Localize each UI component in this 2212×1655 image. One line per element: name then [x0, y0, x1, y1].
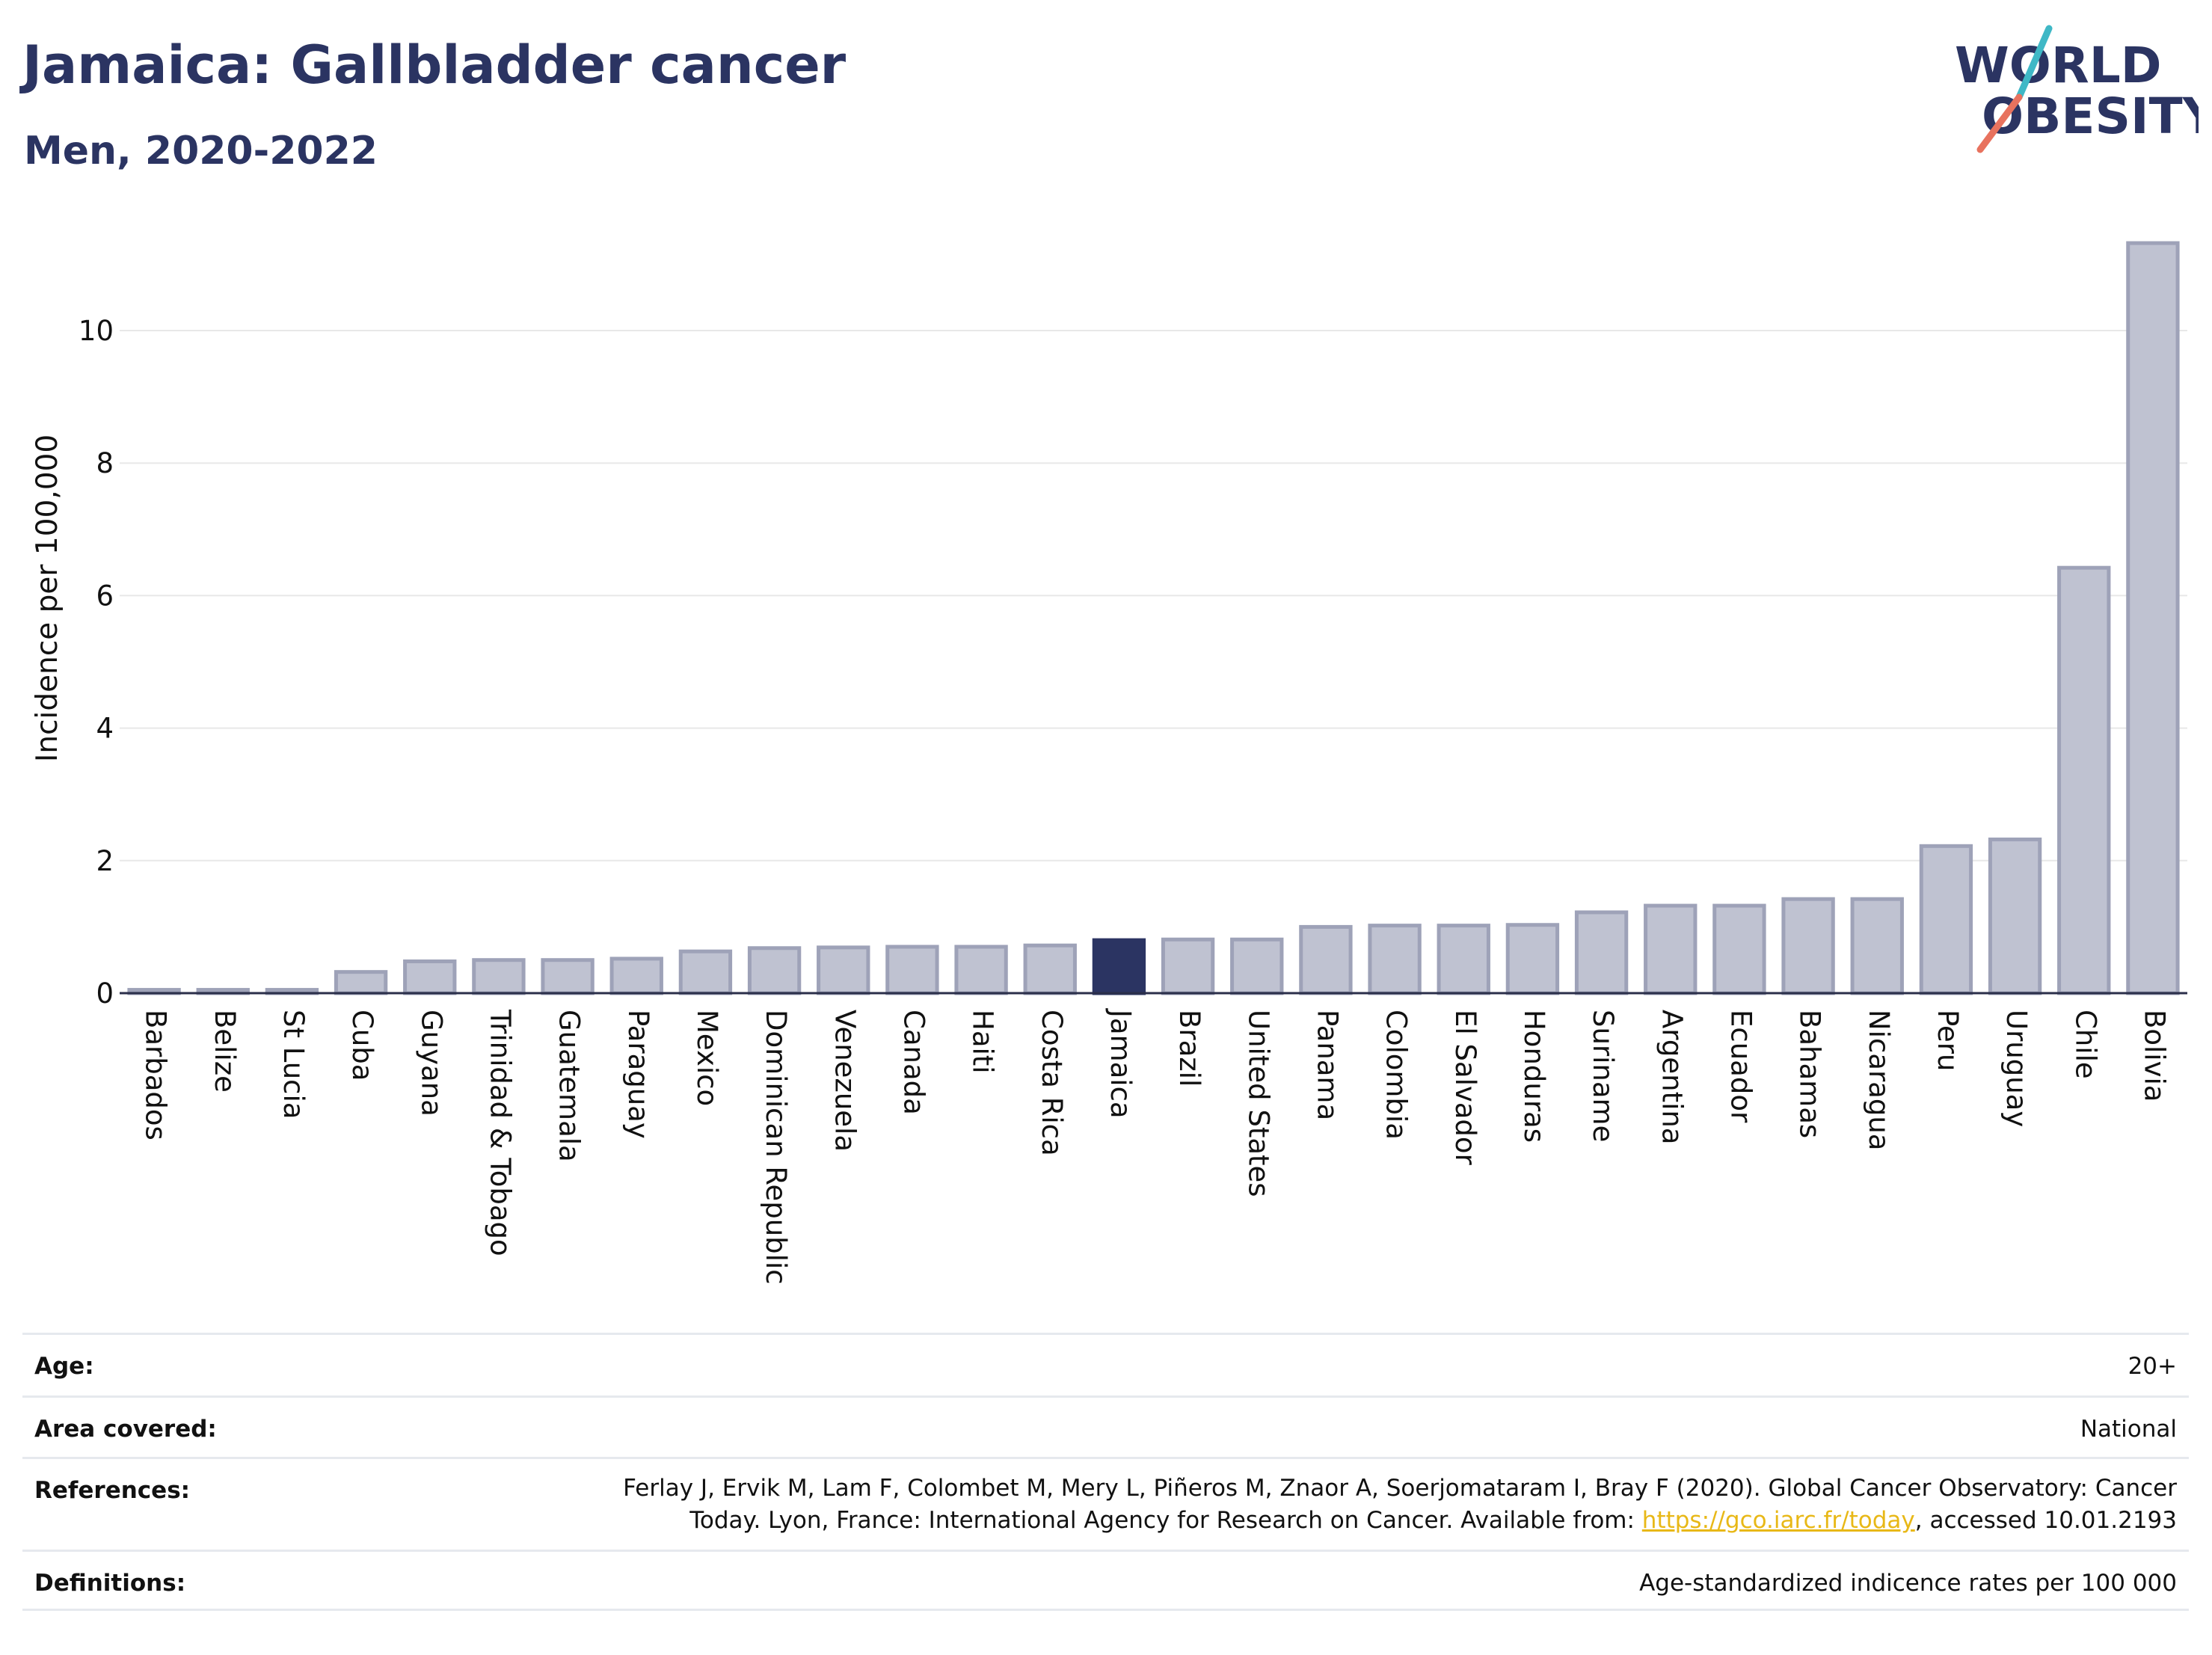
- bar-haiti: [954, 945, 1008, 995]
- bar-bolivia: [2126, 241, 2180, 995]
- x-tick-label: Guatemala: [553, 1010, 586, 1162]
- x-tick-label: Argentina: [1656, 1010, 1688, 1144]
- chart-subtitle: Men, 2020-2022: [24, 129, 378, 174]
- x-tick-label: Costa Rica: [1036, 1010, 1068, 1156]
- info-row-age: Age: 20+: [22, 1333, 2189, 1395]
- x-tick-label: Venezuela: [829, 1010, 861, 1152]
- logo-slash-coral: [1976, 93, 2023, 153]
- info-row-area: Area covered: National: [22, 1395, 2189, 1457]
- bar-trinidad-tobago: [472, 958, 526, 995]
- bar-honduras: [1505, 923, 1560, 995]
- x-tick-label: Belize: [209, 1010, 241, 1093]
- x-tick-label: Barbados: [140, 1010, 172, 1140]
- x-tick-label: El Salvador: [1449, 1010, 1481, 1166]
- x-tick-label: St Lucia: [277, 1010, 310, 1119]
- definitions-label: Definitions:: [34, 1570, 186, 1597]
- area-value: National: [2080, 1416, 2177, 1443]
- bar-canada: [885, 945, 939, 995]
- x-tick-label: Haiti: [967, 1010, 999, 1074]
- chart-title: Jamaica: Gallbladder cancer: [22, 34, 847, 96]
- references-value: Ferlay J, Ervik M, Lam F, Colombet M, Me…: [623, 1473, 2177, 1537]
- logo-word-world: WORLD: [1955, 37, 2162, 94]
- x-tick-label: Canada: [897, 1010, 930, 1115]
- x-tick-label: Bahamas: [1794, 1010, 1826, 1138]
- bar-nicaragua: [1850, 897, 1904, 995]
- bar-brazil: [1161, 937, 1215, 995]
- x-tick-label: Uruguay: [2000, 1010, 2033, 1127]
- bar-guatemala: [541, 958, 595, 995]
- references-link[interactable]: https://gco.iarc.fr/today: [1641, 1507, 1915, 1534]
- area-label: Area covered:: [34, 1416, 217, 1443]
- y-axis-label: Incidence per 100,000: [31, 435, 64, 762]
- x-tick-label: Cuba: [346, 1010, 378, 1081]
- bar-venezuela: [817, 945, 870, 995]
- info-row-references: References: Ferlay J, Ervik M, Lam F, Co…: [22, 1457, 2189, 1550]
- bar-guyana: [403, 959, 457, 995]
- logo-slash-teal: [2015, 25, 2053, 101]
- x-tick-label: Colombia: [1380, 1010, 1413, 1140]
- references-line1: Ferlay J, Ervik M, Lam F, Colombet M, Me…: [623, 1475, 2177, 1502]
- x-tick-label: Peru: [1932, 1010, 1964, 1071]
- x-tick-label: United States: [1242, 1010, 1274, 1197]
- references-line2-post: , accessed 10.01.2193: [1914, 1507, 2177, 1534]
- x-tick-label: Panama: [1311, 1010, 1343, 1120]
- x-tick-label: Chile: [2069, 1010, 2101, 1079]
- x-tick-label: Guyana: [415, 1010, 447, 1117]
- bar-panama: [1299, 924, 1353, 995]
- x-tick-label: Honduras: [1518, 1010, 1550, 1143]
- age-label: Age:: [34, 1353, 94, 1380]
- x-tick-label: Bolivia: [2138, 1010, 2170, 1102]
- bar-chart: 0 2 4 6 8 10 Barbados Belize St Lucia Cuba Guyana…: [31, 241, 2187, 1285]
- bar-el-salvador: [1437, 924, 1490, 995]
- bar-argentina: [1644, 903, 1698, 995]
- y-tick-label: 4: [96, 713, 114, 745]
- grid-lines: [120, 330, 2187, 862]
- age-value: 20+: [2127, 1353, 2177, 1380]
- x-tick-label: Jamaica: [1105, 1008, 1137, 1119]
- x-tick-label: Dominican Republic: [760, 1010, 792, 1285]
- bar-dominican-republic: [747, 946, 802, 995]
- y-tick-label: 8: [96, 447, 114, 479]
- bar-colombia: [1368, 924, 1422, 995]
- y-tick-label: 0: [96, 977, 114, 1010]
- definitions-value: Age-standardized indicence rates per 100…: [1639, 1570, 2177, 1597]
- bar-mexico: [678, 949, 733, 995]
- x-tick-labels: Barbados Belize St Lucia Cuba Guyana Trinidad…: [140, 1008, 2171, 1285]
- info-row-definitions: Definitions: Age-standardized indicence …: [22, 1550, 2189, 1611]
- bars: [127, 241, 2180, 995]
- x-tick-label: Paraguay: [622, 1010, 654, 1139]
- info-table: Age: 20+ Area covered: National Referenc…: [22, 1333, 2189, 1611]
- bar-cuba: [334, 970, 388, 995]
- bar-ecuador: [1712, 903, 1766, 995]
- references-line2-pre: Today. Lyon, France: International Agenc…: [689, 1507, 1642, 1534]
- y-tick-label: 2: [96, 845, 114, 877]
- y-tick-labels: 0 2 4 6 8 10: [79, 315, 114, 1010]
- bar-costa-rica: [1023, 943, 1077, 995]
- x-tick-label: Mexico: [691, 1010, 723, 1106]
- x-tick-label: Trinidad & Tobago: [484, 1009, 516, 1256]
- bar-paraguay: [609, 957, 663, 995]
- references-label: References:: [34, 1477, 191, 1504]
- y-tick-label: 10: [79, 315, 114, 347]
- bar-uruguay: [1988, 837, 2042, 995]
- x-tick-label: Ecuador: [1724, 1010, 1757, 1123]
- bar-peru: [1919, 844, 1973, 995]
- bar-bahamas: [1781, 897, 1835, 995]
- bar-chile: [2057, 565, 2111, 995]
- x-tick-label: Brazil: [1173, 1010, 1205, 1087]
- world-obesity-logo: WORLD OBESITY: [1955, 25, 2199, 153]
- x-tick-label: Suriname: [1587, 1010, 1619, 1142]
- y-tick-label: 6: [96, 580, 114, 612]
- bar-jamaica: [1092, 938, 1146, 995]
- bar-united-states: [1230, 937, 1284, 995]
- x-tick-label: Nicaragua: [1863, 1010, 1895, 1150]
- bar-suriname: [1574, 910, 1629, 995]
